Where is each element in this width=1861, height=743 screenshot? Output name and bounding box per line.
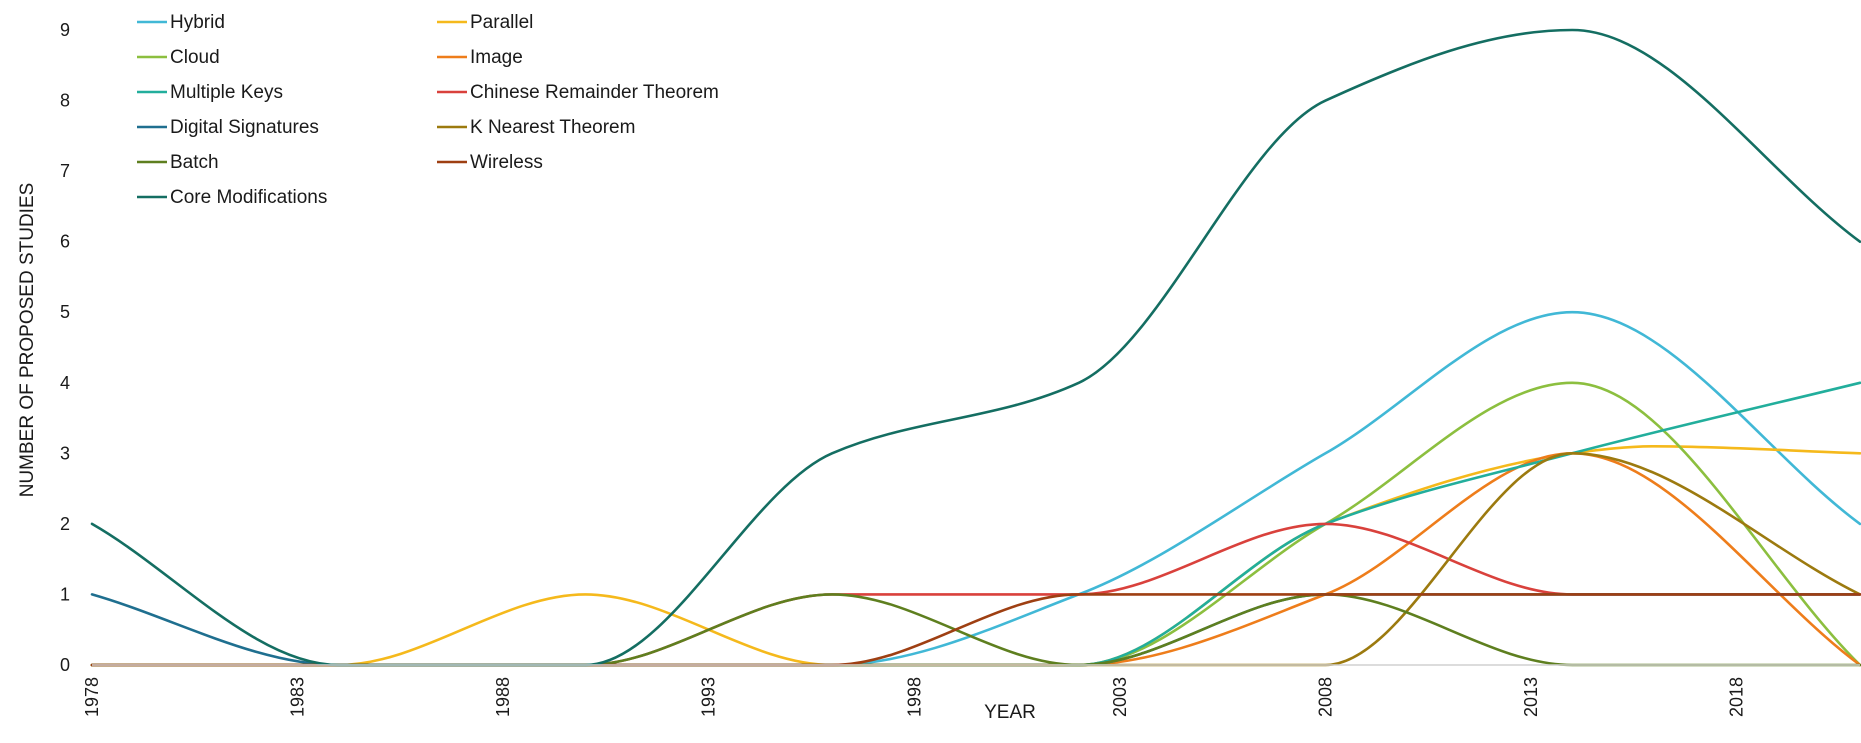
x-tick-label: 2008: [1315, 677, 1335, 717]
series-line-digital-signatures: [90, 593, 1861, 667]
legend-label-chinese-remainder-theorem: Chinese Remainder Theorem: [470, 82, 719, 103]
series-line-core-modifications: [90, 28, 1861, 667]
series-layer: [90, 28, 1861, 667]
x-tick-label: 1998: [904, 677, 924, 717]
y-tick-label: 3: [60, 443, 70, 463]
legend-label-core-modifications: Core Modifications: [170, 187, 327, 208]
x-tick-label: 1993: [699, 677, 719, 717]
y-tick-label: 2: [60, 514, 70, 534]
series-line-batch: [90, 593, 1861, 667]
x-axis-tick-labels: 1978 1983 1988 1993 1998 2003 2008 2013 2018: [82, 677, 1747, 717]
legend: Hybrid Parallel Cloud Image Multiple Keys Chi…: [137, 12, 719, 208]
legend-label-wireless: Wireless: [470, 152, 543, 173]
y-tick-label: 9: [60, 20, 70, 40]
series-line-parallel: [90, 445, 1861, 667]
legend-label-parallel: Parallel: [470, 12, 533, 33]
x-tick-label: 2003: [1110, 677, 1130, 717]
legend-label-hybrid: Hybrid: [170, 12, 225, 33]
y-axis-title: NUMBER OF PROPOSED STUDIES: [17, 183, 38, 498]
x-axis-title: YEAR: [984, 702, 1036, 723]
y-tick-label: 1: [60, 584, 70, 604]
y-tick-label: 5: [60, 302, 70, 322]
x-tick-label: 1978: [82, 677, 102, 717]
y-tick-label: 6: [60, 232, 70, 252]
y-tick-label: 0: [60, 655, 70, 675]
y-axis-tick-labels: 0 1 2 3 4 5 6 7 8 9: [60, 20, 70, 675]
x-tick-label: 1983: [288, 677, 308, 717]
y-tick-label: 7: [60, 161, 70, 181]
legend-label-batch: Batch: [170, 152, 219, 173]
x-tick-label: 2018: [1727, 677, 1747, 717]
y-tick-label: 4: [60, 373, 70, 393]
x-tick-label: 1988: [493, 677, 513, 717]
series-line-wireless: [90, 593, 1861, 667]
legend-label-image: Image: [470, 47, 523, 68]
series-line-hybrid: [90, 310, 1861, 667]
legend-label-cloud: Cloud: [170, 47, 220, 68]
series-line-multiple-keys: [90, 381, 1861, 667]
series-line-cloud: [90, 381, 1861, 667]
legend-label-multiple-keys: Multiple Keys: [170, 82, 283, 103]
legend-label-digital-signatures: Digital Signatures: [170, 117, 319, 138]
x-tick-label: 2013: [1521, 677, 1541, 717]
y-tick-label: 8: [60, 91, 70, 111]
legend-label-k-nearest-theorem: K Nearest Theorem: [470, 117, 635, 138]
